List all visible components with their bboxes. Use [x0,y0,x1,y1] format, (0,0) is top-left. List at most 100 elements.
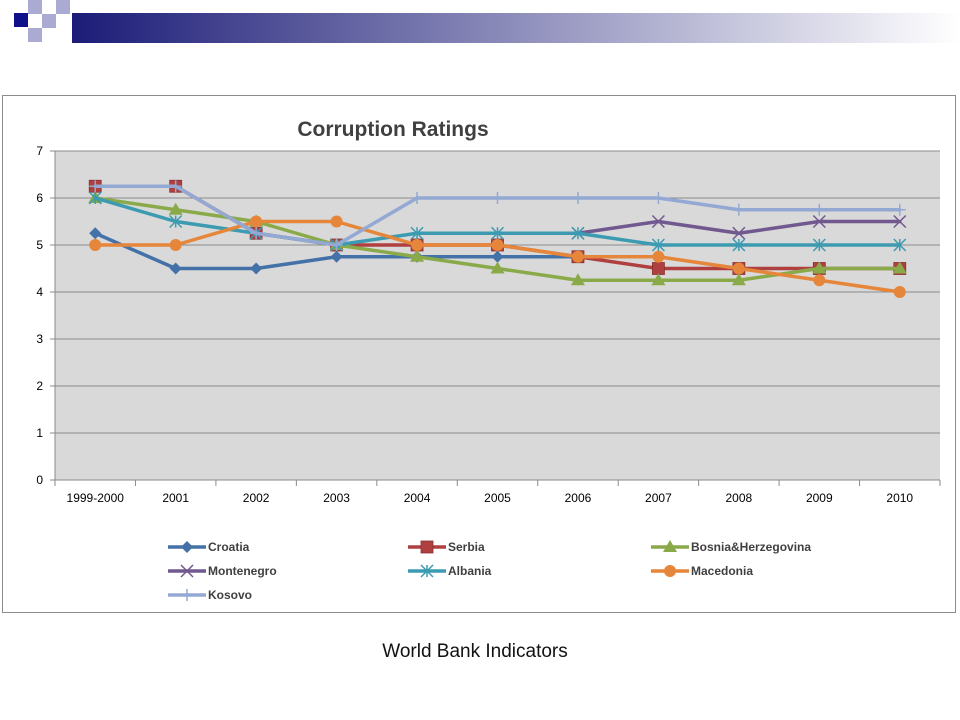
data-point [490,226,505,240]
data-point [651,273,666,286]
x-tick-label: 2004 [404,491,431,505]
legend-label: Albania [448,564,492,578]
y-tick-label: 3 [36,332,43,346]
data-point [813,203,826,216]
legend-marker [420,564,434,578]
y-tick-label: 1 [36,426,43,440]
legend-item-montenegro: Montenegro [168,564,277,578]
legend-label: Montenegro [208,564,277,578]
data-point [571,226,585,240]
data-point [250,262,263,275]
data-point [732,203,745,216]
legend-label: Croatia [208,540,250,554]
data-point [731,273,746,286]
data-point [812,261,827,274]
data-point [732,226,746,240]
legend-item-kosovo: Kosovo [168,588,252,602]
x-tick-label: 2008 [726,491,753,505]
x-tick-label: 2002 [243,491,270,505]
data-point [812,238,826,252]
data-point [411,239,424,251]
header-light-square [56,0,70,14]
legend-marker [664,565,676,577]
slide-header-decoration [0,0,960,43]
data-point [490,261,505,274]
legend-marker [420,540,434,554]
y-tick-label: 6 [36,191,43,205]
legend-marker [180,564,194,578]
data-point [570,273,585,286]
data-point [88,191,102,205]
data-point [652,262,665,275]
data-point [250,227,263,240]
data-point [89,180,102,193]
data-point [330,215,343,228]
data-point [169,262,182,275]
legend-item-albania: Albania [408,564,492,578]
x-tick-label: 1999-2000 [67,491,125,505]
x-tick-label: 2007 [645,491,672,505]
y-tick-label: 2 [36,379,43,393]
x-tick-label: 2003 [323,491,350,505]
data-point [651,214,665,229]
y-tick-label: 5 [36,238,43,252]
data-point [893,286,906,298]
legend-marker [663,540,677,552]
data-point [250,215,263,228]
header-light-square [42,14,56,28]
chart-frame: Corruption Ratings 0 1 2 3 4 5 6 7 1999-2000 2001… [2,95,956,613]
legend-label: Macedonia [691,564,753,578]
data-point [732,238,746,252]
x-tick-label: 2010 [886,491,913,505]
data-point [893,203,906,216]
data-point [652,250,665,263]
legend-label: Serbia [448,540,485,554]
data-point [169,180,182,193]
y-tick-label: 4 [36,285,43,299]
header-light-square [28,0,42,14]
data-point [89,227,102,240]
y-tick-label: 7 [36,144,43,158]
data-point [330,250,343,263]
data-point [893,238,907,252]
data-point [651,238,665,252]
data-point [812,214,826,229]
data-point [893,214,907,229]
series-macedonia [89,215,906,298]
data-point [571,192,584,204]
chart-title: Corruption Ratings [297,118,488,141]
x-tick-label: 2006 [565,491,592,505]
data-point [892,261,907,274]
series-layer [88,179,907,298]
legend-item-bosnia-herzegovina: Bosnia&Herzegovina [651,540,811,554]
slide-caption: World Bank Indicators [382,641,568,662]
data-point [491,239,504,251]
data-point [330,239,343,251]
data-point [410,249,425,262]
x-tick-label: 2005 [484,491,511,505]
legend-label: Bosnia&Herzegovina [691,540,811,554]
legend-marker [181,541,193,553]
data-point [813,274,826,287]
data-point [652,192,665,204]
x-tick-label: 2009 [806,491,833,505]
legend-item-serbia: Serbia [408,540,485,554]
axes: 0 1 2 3 4 5 6 7 1999-2000 2001 2002 2003 2004 2005 200… [36,144,941,505]
data-point [491,192,504,204]
data-point [410,226,424,240]
data-point [169,214,183,229]
data-point [168,202,183,215]
header-gradient-band [72,13,960,43]
x-tick-label: 2001 [162,491,189,505]
plot-area [55,151,940,480]
header-navy-square [14,13,28,27]
data-point [169,239,182,251]
data-point [571,250,584,263]
data-point [411,192,424,204]
legend-item-macedonia: Macedonia [651,564,753,578]
data-point [732,262,745,275]
header-light-square [28,28,42,42]
legend-label: Kosovo [208,588,252,602]
legend-marker [181,589,193,601]
legend: Croatia Serbia Bosnia&Herzegovina Montenegr… [168,540,811,602]
